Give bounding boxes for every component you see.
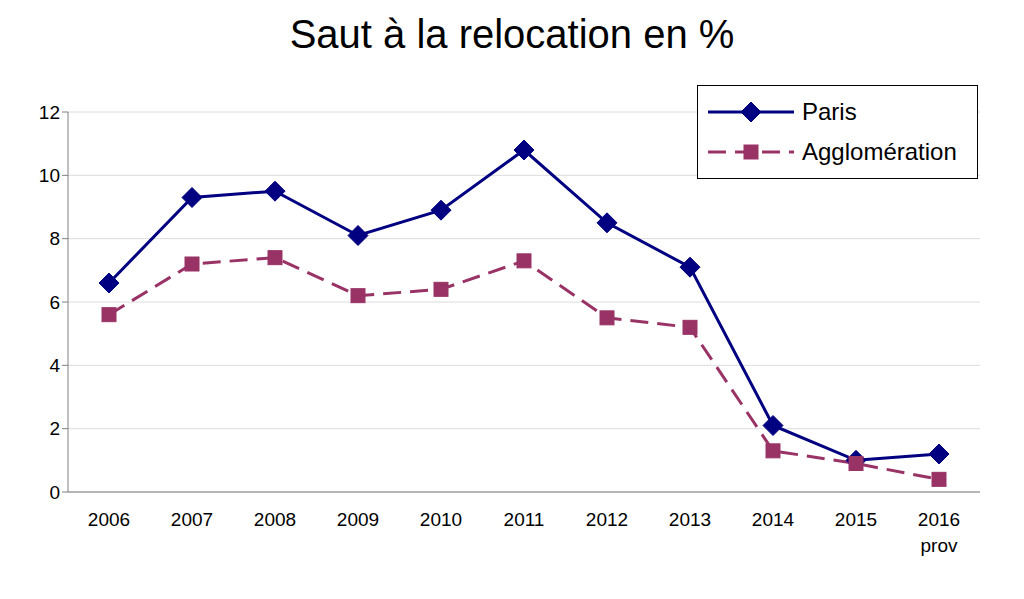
svg-text:4: 4 (49, 355, 60, 376)
svg-text:2016prov: 2016prov (918, 509, 960, 556)
svg-text:2009: 2009 (337, 509, 379, 530)
svg-text:2: 2 (49, 418, 60, 439)
svg-text:8: 8 (49, 228, 60, 249)
svg-text:2012: 2012 (586, 509, 628, 530)
html-text:Agglomération: Agglomération (802, 138, 957, 165)
svg-text:2008: 2008 (254, 509, 296, 530)
html-text:Paris: Paris (802, 98, 857, 125)
svg-text:10: 10 (39, 165, 60, 186)
svg-text:2013: 2013 (669, 509, 711, 530)
svg-text:2006: 2006 (88, 509, 130, 530)
svg-text:2011: 2011 (504, 509, 545, 530)
svg-text:2014: 2014 (752, 509, 795, 530)
svg-text:12: 12 (39, 102, 60, 123)
html-text:Saut à la relocation en %: Saut à la relocation en % (289, 12, 735, 56)
svg-text:0: 0 (49, 482, 60, 503)
svg-text:2007: 2007 (171, 509, 213, 530)
svg-text:2015: 2015 (835, 509, 877, 530)
svg-text:2010: 2010 (420, 509, 462, 530)
svg-text:6: 6 (49, 292, 60, 313)
